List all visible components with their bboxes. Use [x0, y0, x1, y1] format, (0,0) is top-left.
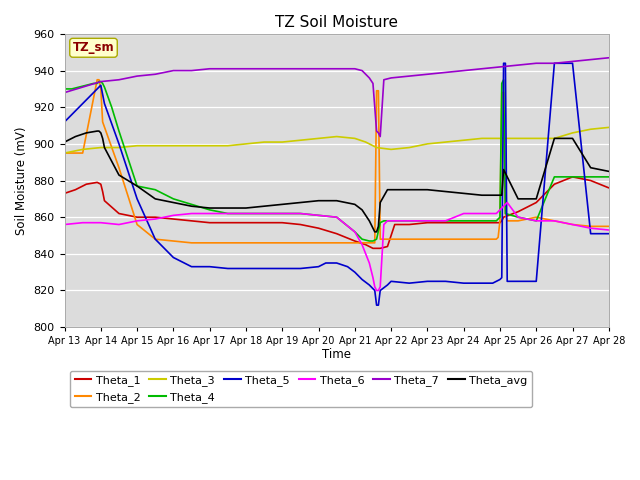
Text: TZ_sm: TZ_sm [73, 41, 115, 54]
Title: TZ Soil Moisture: TZ Soil Moisture [275, 15, 398, 30]
X-axis label: Time: Time [322, 348, 351, 360]
Y-axis label: Soil Moisture (mV): Soil Moisture (mV) [15, 126, 28, 235]
Legend: Theta_1, Theta_2, Theta_3, Theta_4, Theta_5, Theta_6, Theta_7, Theta_avg: Theta_1, Theta_2, Theta_3, Theta_4, Thet… [70, 371, 532, 407]
